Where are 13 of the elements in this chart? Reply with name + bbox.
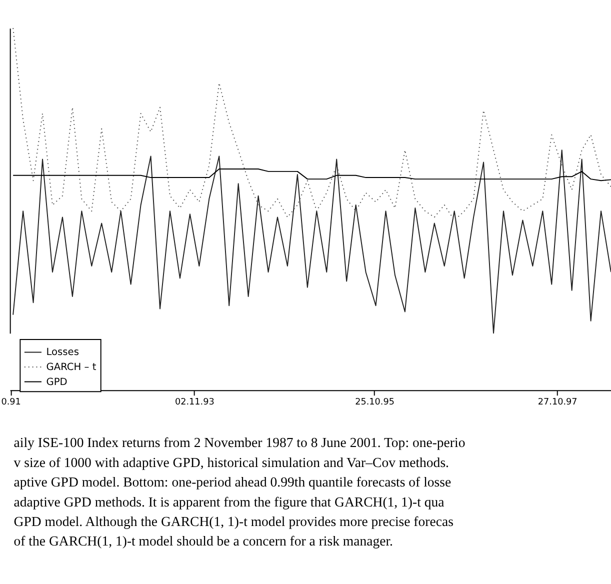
text: adaptive GPD methods. It is apparent from the figure that GARCH(1, 1)-t qua: [14, 494, 444, 510]
legend-label: Losses: [46, 347, 79, 358]
text: aily ISE-100 Index returns from 2 November 1987 to 8 June 2001. Top: one-perio: [14, 435, 466, 450]
x-tick-label: 25.10.95: [355, 397, 394, 408]
x-tick-label: 27.10.97: [538, 397, 578, 408]
x-tick-label: 02.11.93: [174, 397, 214, 408]
x-tick-label: 0.91: [1, 397, 21, 408]
legend-label: GARCH – t: [46, 362, 96, 373]
text: of the GARCH(1, 1)-t model should be a concern for a risk manager.: [14, 534, 393, 549]
legend-label: GPD: [46, 376, 68, 388]
text: v size of 1000 with adaptive GPD, historical simulation and Var–Cov methods.: [14, 454, 449, 470]
text: aptive GPD model. Bottom: one-period ahead 0.99th quantile forecasts of losse: [14, 474, 452, 490]
text: GPD model. Although the GARCH(1, 1)-t model provides more precise forecas: [14, 514, 454, 529]
